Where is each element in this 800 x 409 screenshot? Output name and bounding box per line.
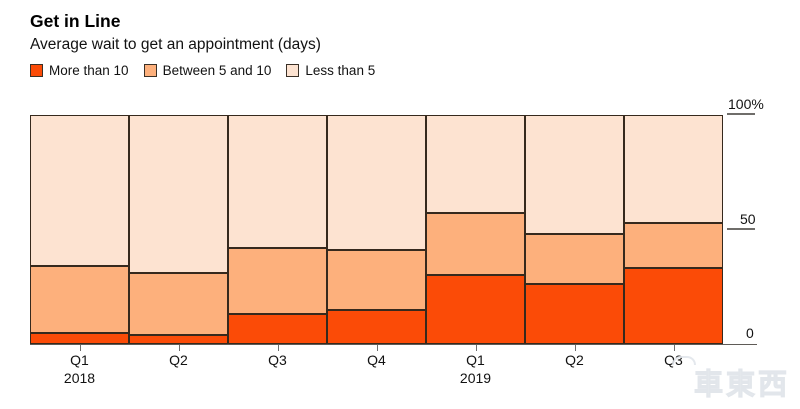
legend-swatch-more-than-10 xyxy=(30,64,43,77)
bar-q2-5 xyxy=(525,115,624,344)
segment-less-than-5 xyxy=(30,115,129,267)
segment-more-than-10 xyxy=(228,314,327,344)
segment-between-5-and-10 xyxy=(426,213,525,276)
segment-less-than-5 xyxy=(624,115,723,223)
x-year-label-2018: 2018 xyxy=(63,370,96,386)
bar-q1-2019-4 xyxy=(426,115,525,344)
x-tick xyxy=(475,345,477,351)
segment-more-than-10 xyxy=(426,275,525,344)
legend-label-more-than-10: More than 10 xyxy=(49,63,129,78)
x-tick xyxy=(277,345,279,351)
segment-between-5-and-10 xyxy=(525,234,624,285)
segment-less-than-5 xyxy=(426,115,525,214)
y-tick-line xyxy=(727,113,755,115)
x-tick-label-q1-4: Q1 xyxy=(466,352,485,368)
y-tick-line xyxy=(727,227,755,230)
segment-more-than-10 xyxy=(624,268,723,344)
x-tick-label-q2-5: Q2 xyxy=(565,352,584,368)
x-tick xyxy=(673,345,675,351)
x-axis-line xyxy=(30,344,757,345)
legend-label-less-than-5: Less than 5 xyxy=(305,63,376,78)
bar-q3-6 xyxy=(624,115,723,344)
bar-q3-2 xyxy=(228,115,327,344)
legend-label-between-5-and-10: Between 5 and 10 xyxy=(162,63,272,78)
watermark-car-roof-icon xyxy=(672,356,696,365)
legend-item-less-than-5: Less than 5 xyxy=(286,63,375,78)
chart-legend: More than 10 Between 5 and 10 Less than … xyxy=(30,63,390,78)
x-tick-label-q4-3: Q4 xyxy=(367,352,386,368)
x-year-label-2019: 2019 xyxy=(459,370,492,386)
segment-more-than-10 xyxy=(525,284,624,344)
y-tick-label-0: 0 xyxy=(746,325,754,341)
legend-swatch-between-5-and-10 xyxy=(143,64,157,77)
x-tick xyxy=(376,345,378,351)
chart-title: Get in Line xyxy=(30,11,121,31)
segment-between-5-and-10 xyxy=(30,266,129,333)
segment-between-5-and-10 xyxy=(228,247,327,315)
segment-between-5-and-10 xyxy=(624,222,723,269)
segment-between-5-and-10 xyxy=(129,273,228,335)
x-tick xyxy=(79,345,81,351)
legend-item-between-5-and-10: Between 5 and 10 xyxy=(143,63,272,78)
segment-less-than-5 xyxy=(129,115,228,273)
x-tick-label-q3-2: Q3 xyxy=(268,352,287,368)
legend-swatch-less-than-5 xyxy=(286,64,300,77)
segment-between-5-and-10 xyxy=(327,250,426,310)
x-tick xyxy=(574,345,576,351)
watermark-text: 車東西 xyxy=(693,369,790,402)
segment-less-than-5 xyxy=(327,115,426,251)
legend-item-more-than-10: More than 10 xyxy=(30,63,129,78)
x-tick-label-q2-1: Q2 xyxy=(169,352,188,368)
plot-area xyxy=(30,115,723,344)
segment-less-than-5 xyxy=(525,115,624,235)
bar-q2-1 xyxy=(129,115,228,344)
y-tick-label-100-: 100% xyxy=(728,96,764,112)
y-tick-label-50: 50 xyxy=(740,210,756,227)
bar-q4-3 xyxy=(327,115,426,344)
segment-more-than-10 xyxy=(30,332,129,344)
x-tick xyxy=(178,345,180,351)
bar-q1-2018-0 xyxy=(30,115,129,344)
segment-more-than-10 xyxy=(327,309,426,344)
segment-less-than-5 xyxy=(228,115,327,248)
chart-subtitle: Average wait to get an appointment (days… xyxy=(30,36,321,53)
segment-more-than-10 xyxy=(129,334,228,344)
x-tick-label-q1-0: Q1 xyxy=(70,352,89,368)
